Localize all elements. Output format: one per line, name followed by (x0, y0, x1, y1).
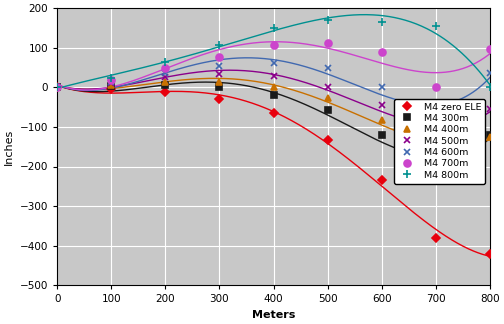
Line: M4 600m: M4 600m (53, 59, 493, 121)
Line: M4 400m: M4 400m (53, 78, 493, 154)
M4 600m (54, 86, 60, 89)
Legend: M4 zero ELE, M4 300m, M4 400m, M4 500m, M4 600m, M4 700m, M4 800m: M4 zero ELE, M4 300m, M4 400m, M4 500m, … (394, 99, 485, 183)
M4 700m (271, 43, 277, 47)
M4 300m (271, 93, 277, 97)
M4 800m (54, 86, 60, 89)
Line: M4 500m: M4 500m (53, 71, 493, 137)
M4 700m (325, 40, 331, 44)
M4 800m (162, 60, 168, 64)
M4 500m (487, 107, 493, 111)
M4 300m (54, 86, 60, 89)
M4 500m (433, 132, 439, 136)
M4 300m (379, 133, 385, 137)
M4 500m (325, 86, 331, 89)
M4 400m (433, 149, 439, 153)
M4 600m (216, 64, 222, 68)
M4 600m (487, 72, 493, 75)
M4 700m (54, 86, 60, 89)
Line: M4 800m: M4 800m (53, 16, 494, 91)
M4 700m (433, 86, 439, 89)
M4 400m (54, 86, 60, 89)
M4 400m (271, 86, 277, 89)
M4 800m (379, 20, 385, 24)
M4 500m (271, 74, 277, 78)
M4 zero ELE (54, 86, 60, 89)
Y-axis label: Inches: Inches (4, 129, 14, 165)
M4 400m (162, 80, 168, 84)
X-axis label: Meters: Meters (252, 310, 295, 320)
M4 600m (325, 65, 331, 69)
M4 600m (162, 71, 168, 75)
M4 500m (162, 75, 168, 79)
M4 400m (379, 118, 385, 122)
Line: M4 300m: M4 300m (53, 82, 493, 172)
M4 600m (108, 80, 114, 84)
M4 500m (54, 86, 60, 89)
M4 zero ELE (487, 252, 493, 256)
M4 300m (433, 167, 439, 170)
M4 700m (108, 78, 114, 82)
M4 800m (108, 76, 114, 80)
Line: M4 700m: M4 700m (53, 39, 493, 91)
M4 800m (325, 18, 331, 22)
M4 800m (487, 86, 493, 89)
M4 800m (433, 24, 439, 28)
M4 zero ELE (216, 97, 222, 101)
M4 500m (216, 72, 222, 76)
M4 300m (216, 86, 222, 89)
M4 zero ELE (325, 138, 331, 142)
M4 500m (379, 103, 385, 107)
M4 400m (487, 135, 493, 139)
M4 zero ELE (162, 90, 168, 94)
M4 600m (271, 61, 277, 65)
M4 400m (216, 80, 222, 84)
M4 300m (108, 84, 114, 88)
M4 300m (487, 133, 493, 137)
M4 300m (325, 108, 331, 112)
M4 400m (325, 97, 331, 100)
M4 700m (216, 55, 222, 59)
M4 700m (162, 66, 168, 70)
M4 400m (108, 83, 114, 87)
M4 700m (487, 47, 493, 51)
M4 zero ELE (271, 111, 277, 115)
M4 300m (162, 83, 168, 87)
M4 600m (433, 115, 439, 119)
M4 500m (108, 81, 114, 85)
M4 800m (216, 43, 222, 47)
M4 800m (271, 26, 277, 30)
M4 600m (379, 86, 385, 89)
M4 700m (379, 51, 385, 54)
M4 zero ELE (108, 87, 114, 90)
Line: M4 zero ELE: M4 zero ELE (54, 85, 493, 256)
M4 zero ELE (433, 236, 439, 240)
M4 zero ELE (379, 179, 385, 182)
